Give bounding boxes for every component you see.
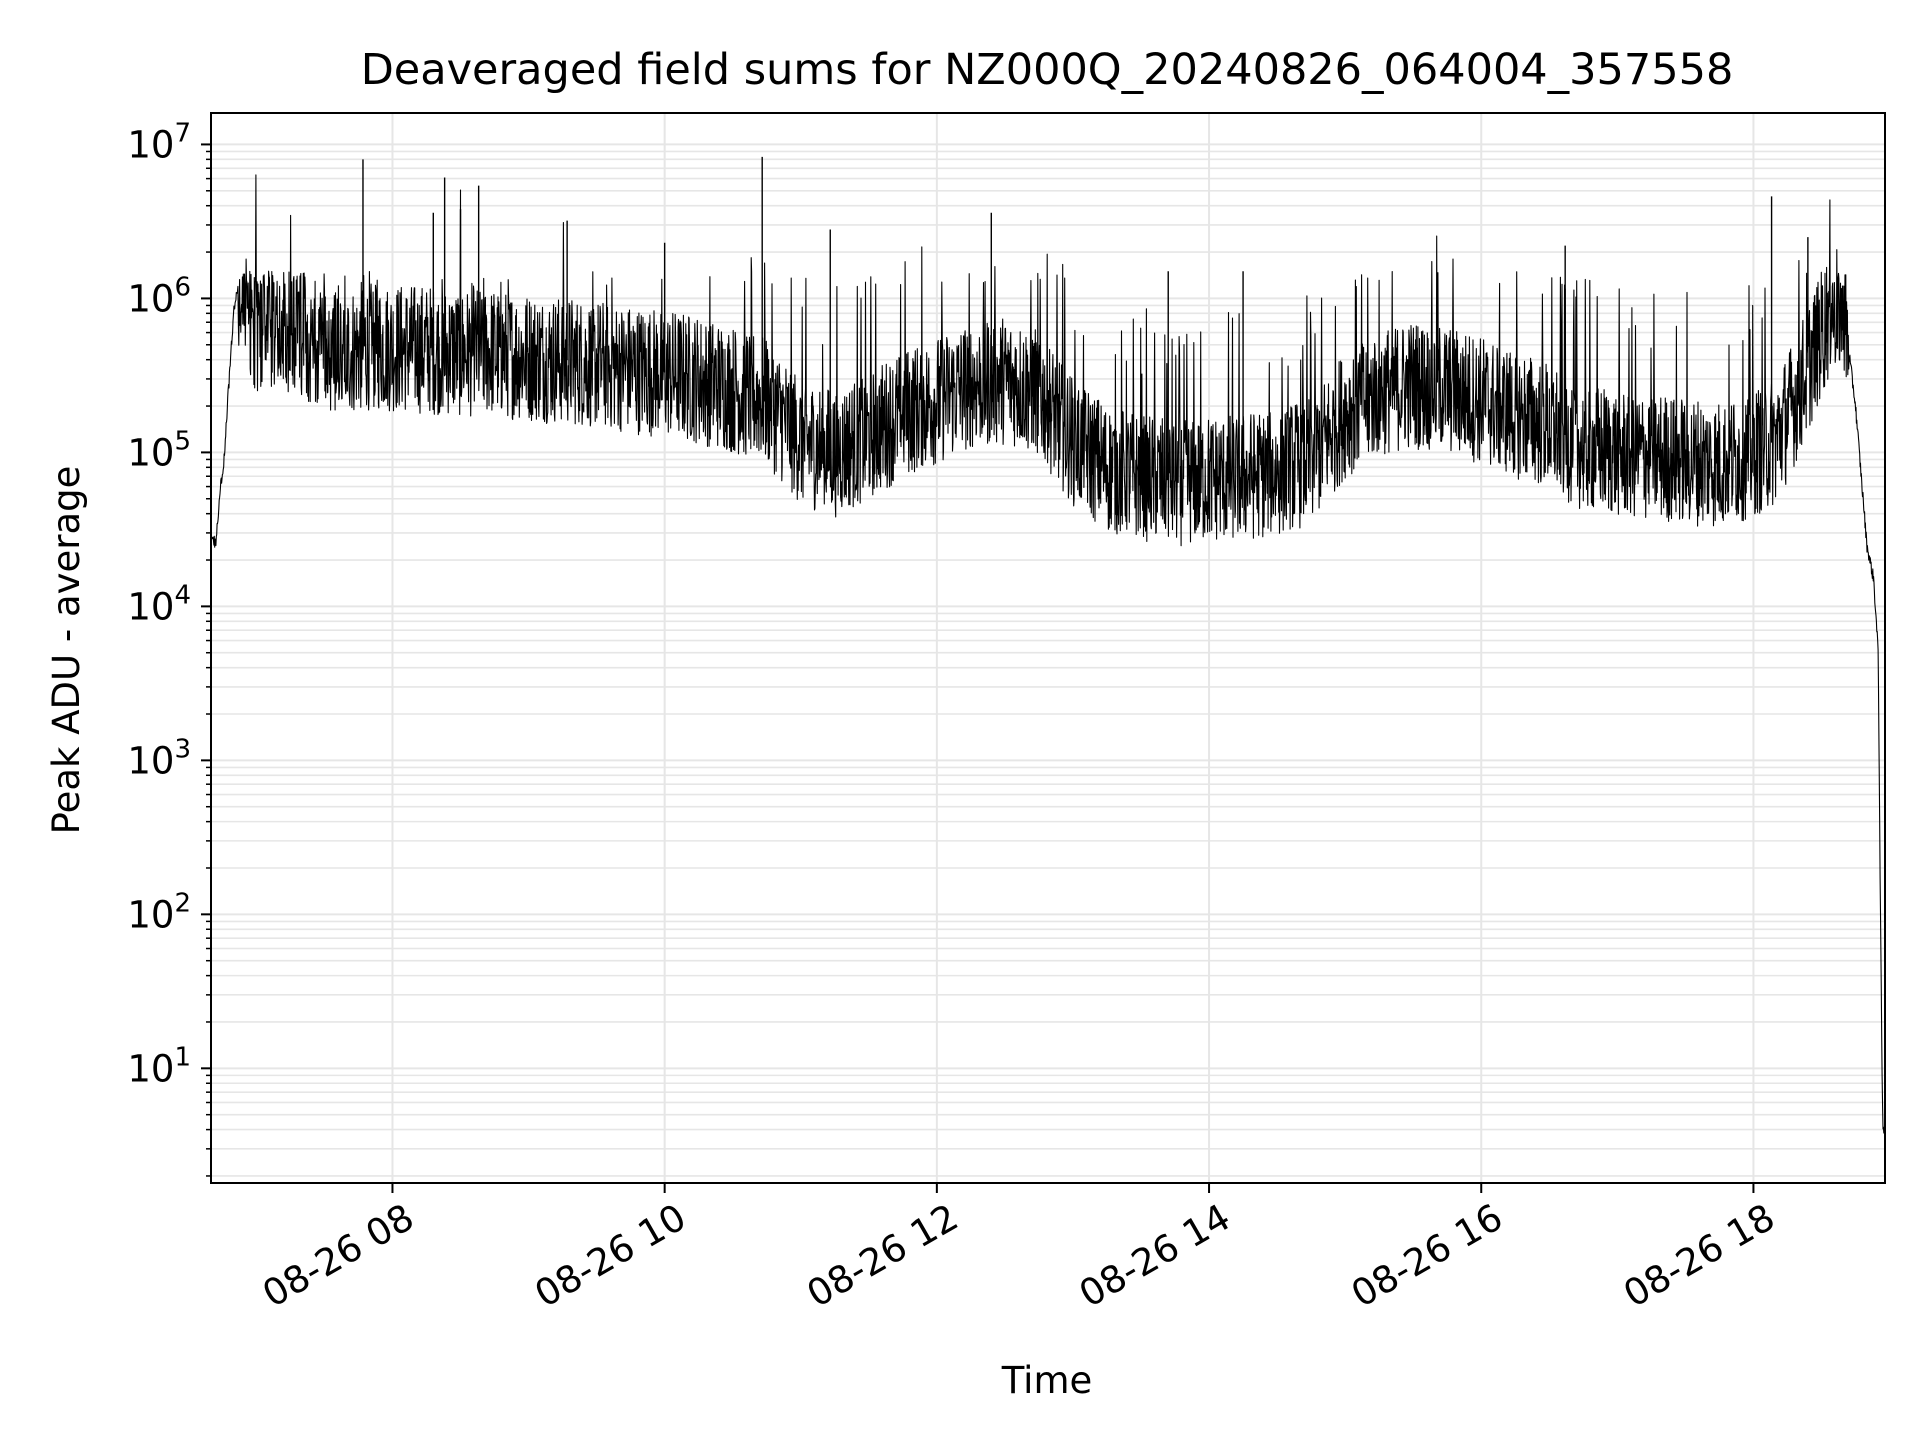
y-axis-label: Peak ADU - average: [45, 466, 88, 835]
y-tick-exponent: 6: [174, 272, 191, 302]
y-tick-label: 107: [127, 118, 191, 166]
y-tick-base: 10: [127, 123, 174, 166]
series-line: [210, 174, 1886, 1134]
y-tick-base: 10: [127, 431, 174, 474]
y-tick-base: 10: [127, 739, 174, 782]
y-tick-base: 10: [127, 1047, 174, 1090]
y-tick-base: 10: [127, 893, 174, 936]
x-axis-label: Time: [1001, 1359, 1093, 1402]
y-tick-exponent: 2: [174, 888, 191, 918]
y-tick-exponent: 3: [174, 734, 191, 764]
data-layer: [210, 156, 1886, 1134]
y-tick-base: 10: [127, 277, 174, 320]
y-tick-exponent: 5: [174, 426, 191, 456]
y-tick-label: 102: [127, 888, 191, 936]
chart-title: Deaveraged field sums for NZ000Q_2024082…: [361, 45, 1734, 95]
y-tick-exponent: 1: [174, 1042, 191, 1072]
y-tick-base: 10: [127, 585, 174, 628]
y-tick-label: 101: [127, 1042, 191, 1090]
plot-frame: [210, 112, 1886, 1184]
y-tick-label: 104: [127, 580, 191, 628]
y-tick-label: 103: [127, 734, 191, 782]
y-tick-exponent: 4: [174, 580, 191, 610]
y-tick-exponent: 7: [174, 118, 191, 148]
y-tick-label: 106: [127, 272, 191, 320]
y-tick-label: 105: [127, 426, 191, 474]
